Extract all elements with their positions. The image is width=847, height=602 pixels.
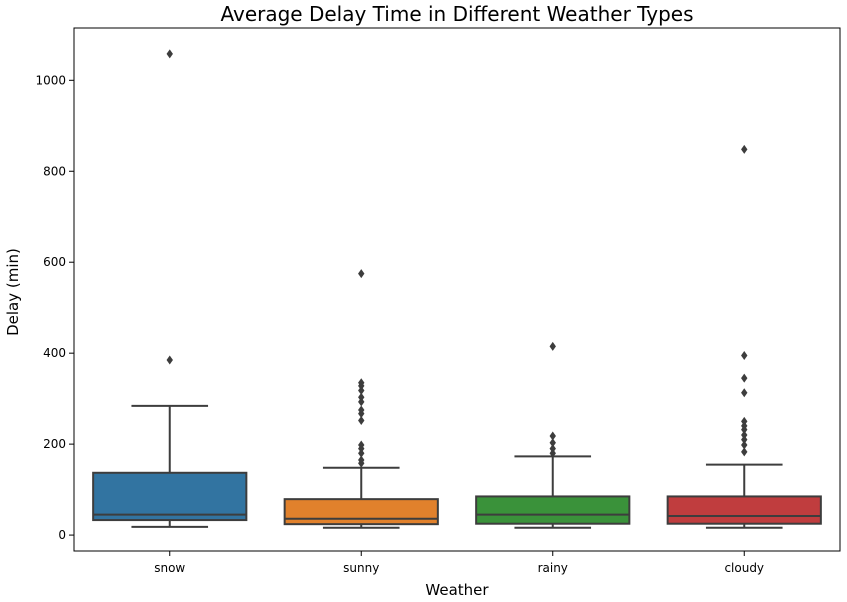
x-tick-label-rainy: rainy <box>538 561 568 575</box>
x-axis-label: Weather <box>425 581 489 599</box>
outlier-point-cloudy <box>741 421 748 431</box>
x-tick-label-snow: snow <box>154 561 185 575</box>
outlier-point-sunny <box>358 397 365 407</box>
outlier-point-cloudy <box>741 350 748 360</box>
box-sunny <box>283 498 439 526</box>
x-tick-label-cloudy: cloudy <box>724 561 764 575</box>
outlier-point-rainy <box>549 448 556 458</box>
y-tick-label: 1000 <box>35 73 66 87</box>
outlier-point-sunny <box>358 385 365 395</box>
chart-title: Average Delay Time in Different Weather … <box>220 2 693 26</box>
outlier-point-sunny <box>358 448 365 458</box>
outlier-point-rainy <box>549 341 556 351</box>
outlier-point-sunny <box>358 405 365 415</box>
outlier-point-rainy <box>549 438 556 448</box>
plot-frame <box>73 27 841 552</box>
outlier-point-cloudy <box>741 144 748 154</box>
outlier-point-rainy <box>549 444 556 454</box>
outlier-point-sunny <box>358 392 365 402</box>
outlier-point-sunny <box>358 415 365 425</box>
y-tick-label: 200 <box>43 437 66 451</box>
y-tick-label: 0 <box>58 528 66 542</box>
y-axis-label: Delay (min) <box>4 248 22 336</box>
x-tick-label-sunny: sunny <box>343 561 379 575</box>
box-rainy <box>475 495 631 525</box>
outlier-point-sunny <box>358 455 365 465</box>
outlier-point-rainy <box>549 431 556 441</box>
y-tick-label: 800 <box>43 164 66 178</box>
y-tick-label: 600 <box>43 255 66 269</box>
outlier-point-sunny <box>358 269 365 279</box>
outlier-point-cloudy <box>741 416 748 426</box>
outlier-point-cloudy <box>741 388 748 398</box>
outlier-point-snow <box>166 49 173 59</box>
y-tick-label: 400 <box>43 346 66 360</box>
outlier-point-sunny <box>358 440 365 450</box>
outlier-point-sunny <box>358 378 365 388</box>
outlier-point-cloudy <box>741 430 748 440</box>
outlier-point-cloudy <box>741 440 748 450</box>
outlier-point-cloudy <box>741 435 748 445</box>
box-cloudy <box>666 495 822 525</box>
box-snow <box>92 471 248 522</box>
plot-area: 0 200 400 600 800 1000 snow sunny rainy cloudy <box>35 49 822 575</box>
outlier-point-snow <box>166 355 173 365</box>
outlier-point-cloudy <box>741 447 748 457</box>
outlier-point-cloudy <box>741 373 748 383</box>
